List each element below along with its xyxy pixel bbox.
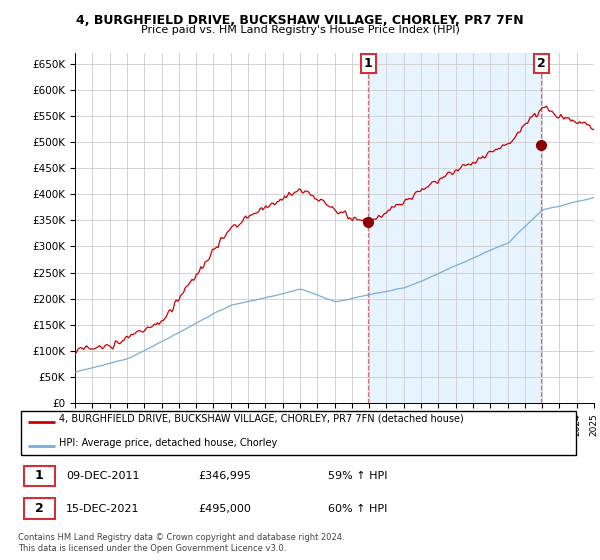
Text: 2: 2 xyxy=(537,57,546,70)
Text: 2: 2 xyxy=(35,502,44,515)
Text: 09-DEC-2011: 09-DEC-2011 xyxy=(66,471,139,481)
Text: 60% ↑ HPI: 60% ↑ HPI xyxy=(328,503,388,514)
Text: 59% ↑ HPI: 59% ↑ HPI xyxy=(328,471,388,481)
Text: 4, BURGHFIELD DRIVE, BUCKSHAW VILLAGE, CHORLEY, PR7 7FN (detached house): 4, BURGHFIELD DRIVE, BUCKSHAW VILLAGE, C… xyxy=(59,414,463,424)
Text: 15-DEC-2021: 15-DEC-2021 xyxy=(66,503,139,514)
Text: 1: 1 xyxy=(35,469,44,482)
Text: 4, BURGHFIELD DRIVE, BUCKSHAW VILLAGE, CHORLEY, PR7 7FN: 4, BURGHFIELD DRIVE, BUCKSHAW VILLAGE, C… xyxy=(76,14,524,27)
Text: 1: 1 xyxy=(364,57,373,70)
Bar xyxy=(23,498,55,519)
Text: Price paid vs. HM Land Registry's House Price Index (HPI): Price paid vs. HM Land Registry's House … xyxy=(140,25,460,35)
Text: £495,000: £495,000 xyxy=(199,503,251,514)
Text: Contains HM Land Registry data © Crown copyright and database right 2024.
This d: Contains HM Land Registry data © Crown c… xyxy=(18,533,344,553)
Text: £346,995: £346,995 xyxy=(199,471,251,481)
Text: HPI: Average price, detached house, Chorley: HPI: Average price, detached house, Chor… xyxy=(59,437,277,447)
Bar xyxy=(368,53,541,403)
Bar xyxy=(23,466,55,486)
